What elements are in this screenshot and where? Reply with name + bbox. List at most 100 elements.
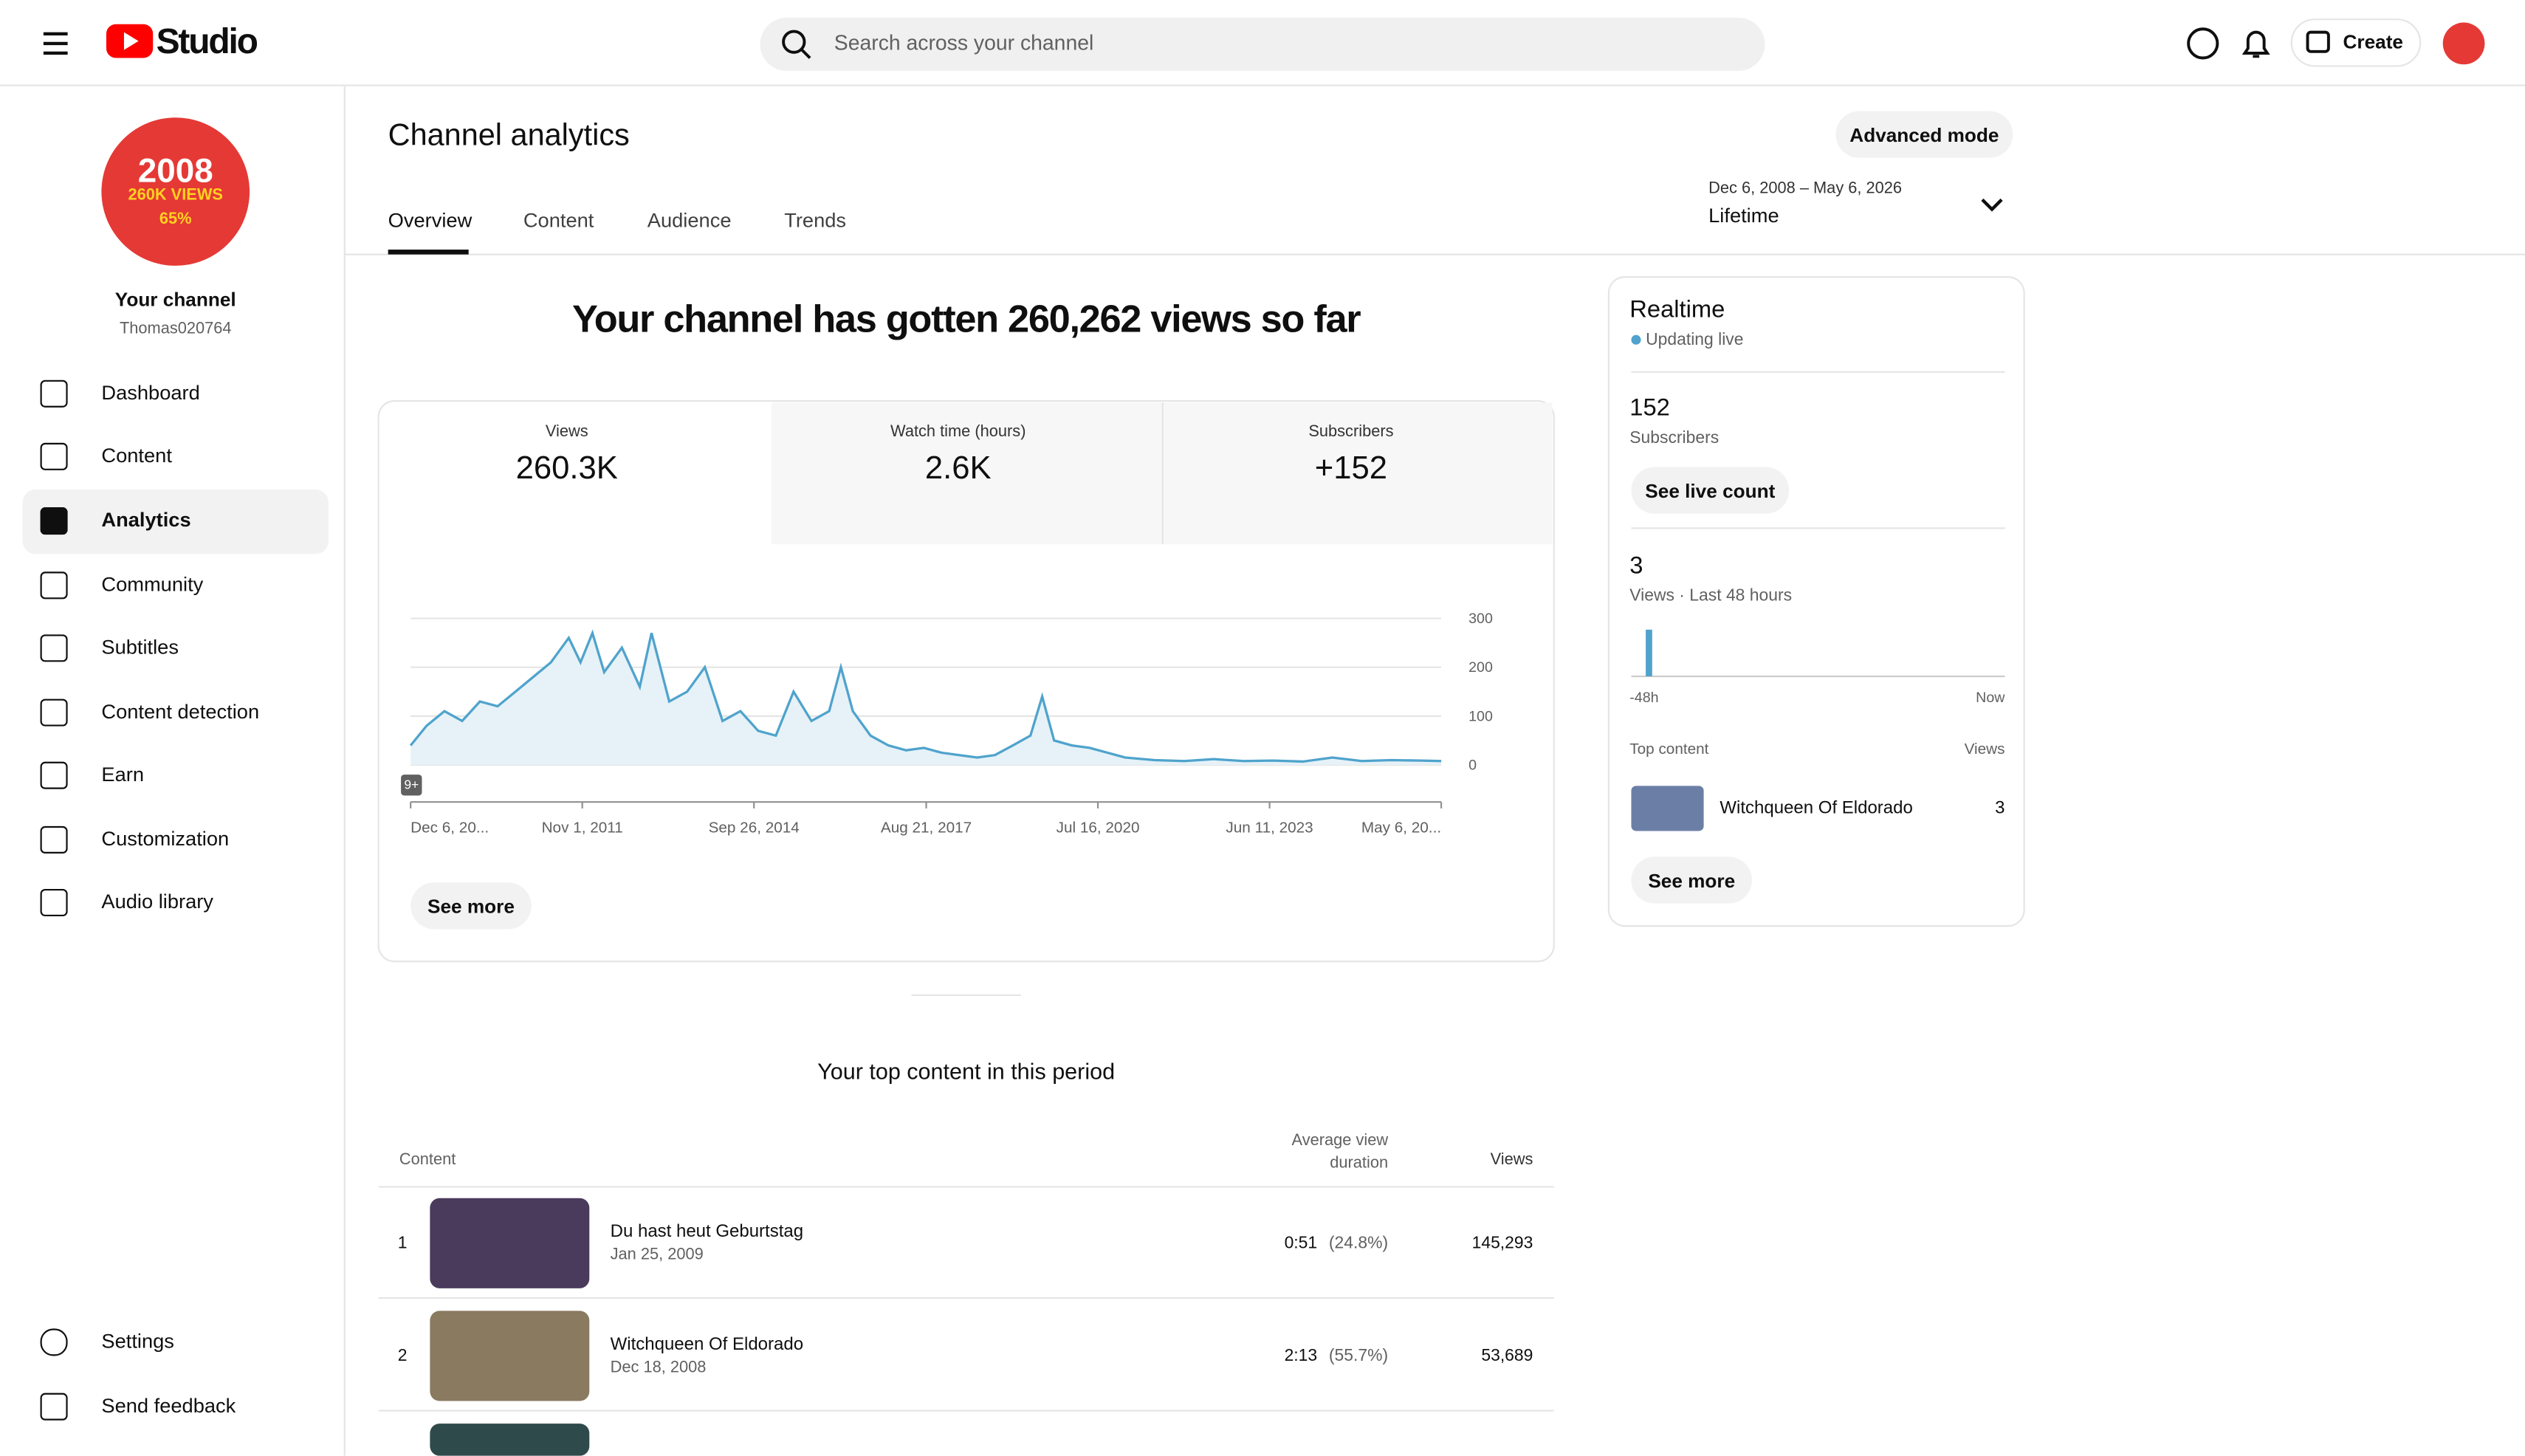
badge-bg bbox=[401, 775, 422, 796]
nav-icon[interactable] bbox=[40, 761, 68, 789]
period[interactable]: Lifetime bbox=[1708, 204, 1779, 227]
menu-icon[interactable] bbox=[43, 32, 68, 55]
y-tick-label: 300 bbox=[1468, 611, 1493, 627]
help-icon[interactable] bbox=[2187, 27, 2219, 60]
see-live-button[interactable]: See live count bbox=[1631, 467, 1790, 514]
logo-text: Studio bbox=[156, 21, 258, 61]
nav-item[interactable]: Community bbox=[101, 573, 204, 597]
nav-icon[interactable] bbox=[40, 507, 68, 535]
logo-play bbox=[123, 32, 139, 50]
search-box[interactable] bbox=[760, 17, 1765, 71]
nav-item[interactable]: Audio library bbox=[101, 890, 213, 913]
row-percent: (55.7%) bbox=[1328, 1346, 1389, 1366]
nav-icon[interactable] bbox=[40, 1393, 68, 1421]
metric-label: Views bbox=[545, 423, 588, 442]
tab[interactable]: Audience bbox=[647, 209, 732, 233]
create-label[interactable]: Create bbox=[2343, 30, 2403, 53]
nav-item[interactable]: Earn bbox=[101, 763, 145, 786]
axis-label: Now bbox=[1976, 689, 2005, 706]
x-tick-label: Nov 1, 2011 bbox=[542, 820, 623, 837]
realtime-title: Realtime bbox=[1629, 296, 1725, 324]
create-icon bbox=[2306, 30, 2330, 53]
column-header: Content bbox=[399, 1151, 456, 1170]
x-tick-label: Dec 6, 20... bbox=[410, 820, 489, 837]
search-icon bbox=[782, 30, 806, 54]
row-views: 145,293 bbox=[1471, 1233, 1533, 1253]
row-rank: 2 bbox=[397, 1346, 408, 1366]
live-dot bbox=[1631, 334, 1641, 345]
advanced-mode-button[interactable]: Advanced mode bbox=[1835, 111, 2013, 158]
dropdown-icon[interactable] bbox=[1981, 198, 2003, 212]
search-placeholder: Search across your channel bbox=[834, 30, 1094, 55]
nav-item[interactable]: Subtitles bbox=[101, 636, 179, 659]
metric-value[interactable]: 2.6K bbox=[924, 450, 992, 487]
nav-icon[interactable] bbox=[40, 380, 68, 408]
thumbnail[interactable] bbox=[430, 1424, 590, 1456]
line bbox=[409, 629, 1442, 763]
nav-item[interactable]: Settings bbox=[101, 1330, 174, 1353]
x-tick-label: Jul 16, 2020 bbox=[1057, 820, 1140, 837]
nav-icon[interactable] bbox=[40, 442, 68, 470]
tab[interactable]: Trends bbox=[784, 209, 847, 233]
top-item-title[interactable]: Witchqueen Of Eldorado bbox=[1720, 798, 1913, 818]
channel-avatar[interactable] bbox=[101, 117, 250, 266]
x-tick-label: Sep 26, 2014 bbox=[709, 820, 800, 837]
top-content-title: Your top content in this period bbox=[817, 1057, 1116, 1084]
row-duration: 0:51 bbox=[1284, 1233, 1318, 1253]
views-label: Views · Last 48 hours bbox=[1629, 586, 1793, 606]
nav-icon[interactable] bbox=[40, 1328, 68, 1356]
see-more-button[interactable]: See more bbox=[410, 882, 532, 930]
nav-item[interactable]: Content detection bbox=[101, 700, 260, 724]
metric-label: Subscribers bbox=[1308, 423, 1394, 442]
nav-item[interactable]: Customization bbox=[101, 828, 230, 851]
subscriber-count: 152 bbox=[1629, 394, 1670, 422]
nav-icon[interactable] bbox=[40, 825, 68, 854]
search-icon bbox=[800, 49, 811, 59]
nav-item[interactable]: Dashboard bbox=[101, 381, 200, 405]
row-title[interactable]: Du hast heut Geburtstag bbox=[610, 1222, 804, 1242]
y-tick-label: 100 bbox=[1468, 708, 1493, 724]
views-count: 3 bbox=[1629, 552, 1643, 580]
row-percent: (24.8%) bbox=[1328, 1233, 1389, 1253]
row-views: 53,689 bbox=[1481, 1346, 1533, 1366]
see-more-button[interactable]: See more bbox=[1631, 856, 1753, 904]
badge: 9+ bbox=[404, 777, 419, 793]
account-avatar[interactable] bbox=[2442, 22, 2485, 65]
row-date: Dec 18, 2008 bbox=[610, 1359, 707, 1377]
metric-value[interactable]: +152 bbox=[1314, 450, 1388, 487]
column-header: Average view duration bbox=[1291, 1132, 1389, 1172]
views-col: Views bbox=[1964, 741, 2005, 759]
thumbnail[interactable] bbox=[430, 1198, 590, 1288]
nav-icon[interactable] bbox=[40, 571, 68, 600]
y-tick-label: 0 bbox=[1468, 758, 1477, 774]
nav-item[interactable]: Send feedback bbox=[101, 1394, 236, 1418]
thumbnail[interactable] bbox=[1631, 786, 1704, 831]
realtime-bar bbox=[1646, 629, 1652, 677]
x-tick-label: Jun 11, 2023 bbox=[1226, 820, 1313, 837]
thumbnail[interactable] bbox=[430, 1311, 590, 1401]
tab[interactable]: Content bbox=[523, 209, 594, 233]
top-item-views: 3 bbox=[1995, 798, 2005, 818]
avatar-text: 65% bbox=[159, 210, 192, 229]
tab[interactable]: Overview bbox=[388, 209, 473, 233]
realtime-card bbox=[1607, 276, 2025, 927]
channel-label: Your channel bbox=[114, 288, 236, 311]
subscriber-label: Subscribers bbox=[1629, 428, 1720, 448]
nav-icon[interactable] bbox=[40, 634, 68, 662]
nav-item[interactable]: Analytics bbox=[101, 509, 191, 532]
metric-value[interactable]: 260.3K bbox=[515, 450, 618, 487]
nav-icon[interactable] bbox=[40, 698, 68, 727]
nav-icon[interactable] bbox=[40, 888, 68, 917]
x-tick-label: Aug 21, 2017 bbox=[881, 820, 972, 837]
column-header: Views bbox=[1490, 1151, 1533, 1170]
avatar-text: 260K VIEWS bbox=[128, 187, 223, 205]
row-title[interactable]: Witchqueen Of Eldorado bbox=[610, 1335, 804, 1355]
bell-icon[interactable] bbox=[2241, 30, 2270, 58]
channel-handle: Thomas020764 bbox=[119, 320, 232, 339]
top-label: Top content bbox=[1629, 741, 1709, 759]
date-range: Dec 6, 2008 – May 6, 2026 bbox=[1708, 180, 1903, 199]
nav-item[interactable]: Content bbox=[101, 444, 172, 467]
